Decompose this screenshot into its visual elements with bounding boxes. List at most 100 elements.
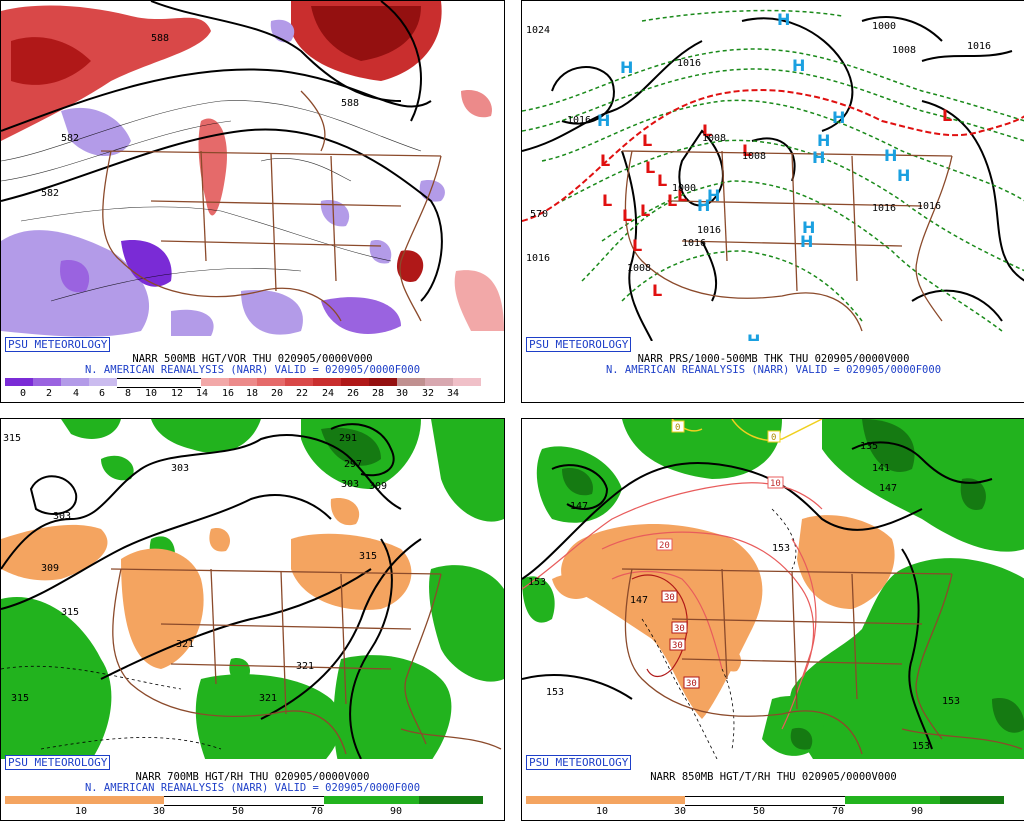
svg-text:582: 582 xyxy=(41,188,59,199)
map-borders-500mb xyxy=(100,90,442,322)
svg-text:141: 141 xyxy=(872,463,890,474)
svg-text:H: H xyxy=(707,186,720,205)
vort-max-nw xyxy=(1,5,211,142)
caption-valid: N. AMERICAN REANALYSIS (NARR) VALID = 02… xyxy=(605,364,942,376)
svg-text:570: 570 xyxy=(530,209,548,220)
svg-text:291: 291 xyxy=(339,433,357,444)
svg-text:582: 582 xyxy=(61,133,79,144)
svg-text:L: L xyxy=(942,106,952,125)
svg-text:0: 0 xyxy=(675,423,680,433)
svg-text:297: 297 xyxy=(344,459,362,470)
svg-text:L: L xyxy=(677,186,687,205)
svg-text:588: 588 xyxy=(341,98,359,109)
svg-text:L: L xyxy=(702,121,712,140)
svg-text:309: 309 xyxy=(369,481,387,492)
svg-text:315: 315 xyxy=(3,433,21,444)
svg-text:1000: 1000 xyxy=(672,183,696,194)
caption-title: NARR 850MB HGT/T/RH THU 020905/0000V000 xyxy=(650,771,897,783)
svg-text:H: H xyxy=(597,111,610,130)
rh-colorbar xyxy=(526,796,1004,806)
svg-text:153: 153 xyxy=(942,696,960,707)
svg-text:20: 20 xyxy=(659,541,670,551)
svg-text:L: L xyxy=(622,206,632,225)
svg-text:1016: 1016 xyxy=(967,41,991,52)
svg-text:H: H xyxy=(812,148,825,167)
svg-text:H: H xyxy=(817,131,830,150)
svg-text:L: L xyxy=(657,171,667,190)
svg-text:321: 321 xyxy=(296,661,314,672)
psu-logo: PSU METEOROLOGY xyxy=(526,337,632,352)
svg-text:315: 315 xyxy=(61,607,79,618)
svg-text:H: H xyxy=(697,196,710,215)
svg-text:30: 30 xyxy=(674,624,685,634)
high-pressure-markers: HH HH HH HH HH HH HH xyxy=(597,10,910,341)
vorticity-colorbar xyxy=(5,378,481,388)
svg-text:147: 147 xyxy=(630,595,648,606)
svg-text:H: H xyxy=(897,166,910,185)
svg-text:1008: 1008 xyxy=(702,133,726,144)
svg-text:L: L xyxy=(645,158,655,177)
svg-text:1016: 1016 xyxy=(567,115,591,126)
map-500mb: 582 582 588 588 xyxy=(1,1,504,341)
svg-text:H: H xyxy=(802,218,815,237)
svg-text:1016: 1016 xyxy=(682,238,706,249)
svg-text:30: 30 xyxy=(672,641,683,651)
svg-text:H: H xyxy=(800,232,813,251)
map-borders-700mb xyxy=(110,568,502,755)
caption-valid: N. AMERICAN REANALYSIS (NARR) VALID = 02… xyxy=(84,782,421,794)
map-850mb: 147 153 153 147 153 135 141 147 153 153 … xyxy=(522,419,1024,759)
svg-text:H: H xyxy=(792,56,805,75)
svg-text:303: 303 xyxy=(171,463,189,474)
svg-text:10: 10 xyxy=(770,479,781,489)
svg-text:L: L xyxy=(667,191,677,210)
svg-text:153: 153 xyxy=(772,543,790,554)
svg-text:321: 321 xyxy=(176,639,194,650)
svg-text:147: 147 xyxy=(570,501,588,512)
caption-title: NARR PRS/1000-500MB THK THU 020905/0000V… xyxy=(637,353,910,365)
svg-text:H: H xyxy=(884,146,897,165)
svg-text:153: 153 xyxy=(528,577,546,588)
map-borders-850mb xyxy=(621,568,1023,755)
svg-text:L: L xyxy=(602,191,612,210)
svg-text:L: L xyxy=(642,131,652,150)
svg-text:309: 309 xyxy=(41,563,59,574)
svg-text:H: H xyxy=(620,58,633,77)
map-borders-pressure xyxy=(621,150,953,332)
svg-text:1016: 1016 xyxy=(697,225,721,236)
svg-text:303: 303 xyxy=(341,479,359,490)
svg-text:L: L xyxy=(742,141,752,160)
dry-area-east xyxy=(291,533,412,610)
svg-text:30: 30 xyxy=(664,593,675,603)
svg-text:303: 303 xyxy=(53,511,71,522)
dry-area-west xyxy=(561,524,763,719)
svg-text:1016: 1016 xyxy=(677,58,701,69)
svg-text:L: L xyxy=(600,151,610,170)
psu-logo: PSU METEOROLOGY xyxy=(5,337,111,352)
svg-text:1008: 1008 xyxy=(892,45,916,56)
svg-text:321: 321 xyxy=(259,693,277,704)
svg-text:L: L xyxy=(652,281,662,300)
svg-text:1016: 1016 xyxy=(917,201,941,212)
psu-logo: PSU METEOROLOGY xyxy=(5,755,111,770)
caption-title: NARR 700MB HGT/RH THU 020905/0000V000 xyxy=(135,771,370,783)
svg-text:0: 0 xyxy=(771,433,776,443)
panel-850mb-rh: 147 153 153 147 153 135 141 147 153 153 … xyxy=(521,418,1024,821)
svg-text:1008: 1008 xyxy=(627,263,651,274)
caption-title: NARR 500MB HGT/VOR THU 020905/0000V000 xyxy=(132,353,373,365)
svg-text:1024: 1024 xyxy=(526,25,550,36)
map-700mb: 303 309 315 321 321 321 309 315 315 291 … xyxy=(1,419,504,759)
panel-500mb-vorticity: 582 582 588 588 PSU METEOROLOGY NARR 500… xyxy=(0,0,505,403)
low-pressure-markers: LL LL LL LL LL LL LL xyxy=(600,106,952,300)
svg-text:30: 30 xyxy=(686,679,697,689)
svg-text:1016: 1016 xyxy=(526,253,550,264)
psu-logo: PSU METEOROLOGY xyxy=(526,755,632,770)
svg-text:H: H xyxy=(747,331,760,341)
svg-text:147: 147 xyxy=(879,483,897,494)
svg-text:L: L xyxy=(640,201,650,220)
svg-text:1000: 1000 xyxy=(872,21,896,32)
svg-text:H: H xyxy=(832,108,845,127)
svg-text:588: 588 xyxy=(151,33,169,44)
temperature-labels: 0 0 10 20 30 30 30 30 xyxy=(656,420,784,689)
svg-text:315: 315 xyxy=(11,693,29,704)
